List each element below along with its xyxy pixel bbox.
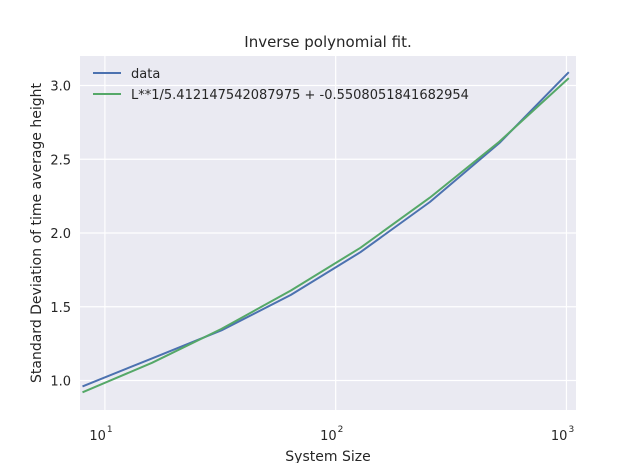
x-tick-exponent: 3 [568,425,574,435]
y-tick-label: 1.0 [50,375,71,390]
y-tick-labels: 1.0 1.5 2.0 2.5 3.0 [50,80,71,390]
series-line-data [82,71,570,388]
y-tick-label: 2.0 [50,227,71,242]
y-tick-label: 3.0 [50,80,71,95]
y-tick-label: 2.5 [50,153,71,168]
chart-title: Inverse polynomial fit. [244,33,411,51]
legend-label-data: data [131,67,160,82]
y-tick-label: 1.5 [50,301,71,316]
legend: data L**1/5.412147542087975 + -0.5508051… [93,67,469,103]
x-tick-exponent: 1 [107,425,113,435]
series-line-fit [82,77,570,394]
series-lines [82,71,570,394]
x-tick-exponent: 2 [338,425,344,435]
x-tick-label: 10 [320,429,337,444]
x-tick-labels: 10 1 10 2 10 3 [89,425,574,444]
grid [80,56,576,410]
y-axis-label: Standard Deviation of time average heigh… [29,83,45,383]
x-axis-label: System Size [285,449,370,463]
x-tick-label: 10 [551,429,568,444]
legend-label-fit: L**1/5.412147542087975 + -0.550805184168… [131,88,469,103]
x-tick-label: 10 [89,429,106,444]
